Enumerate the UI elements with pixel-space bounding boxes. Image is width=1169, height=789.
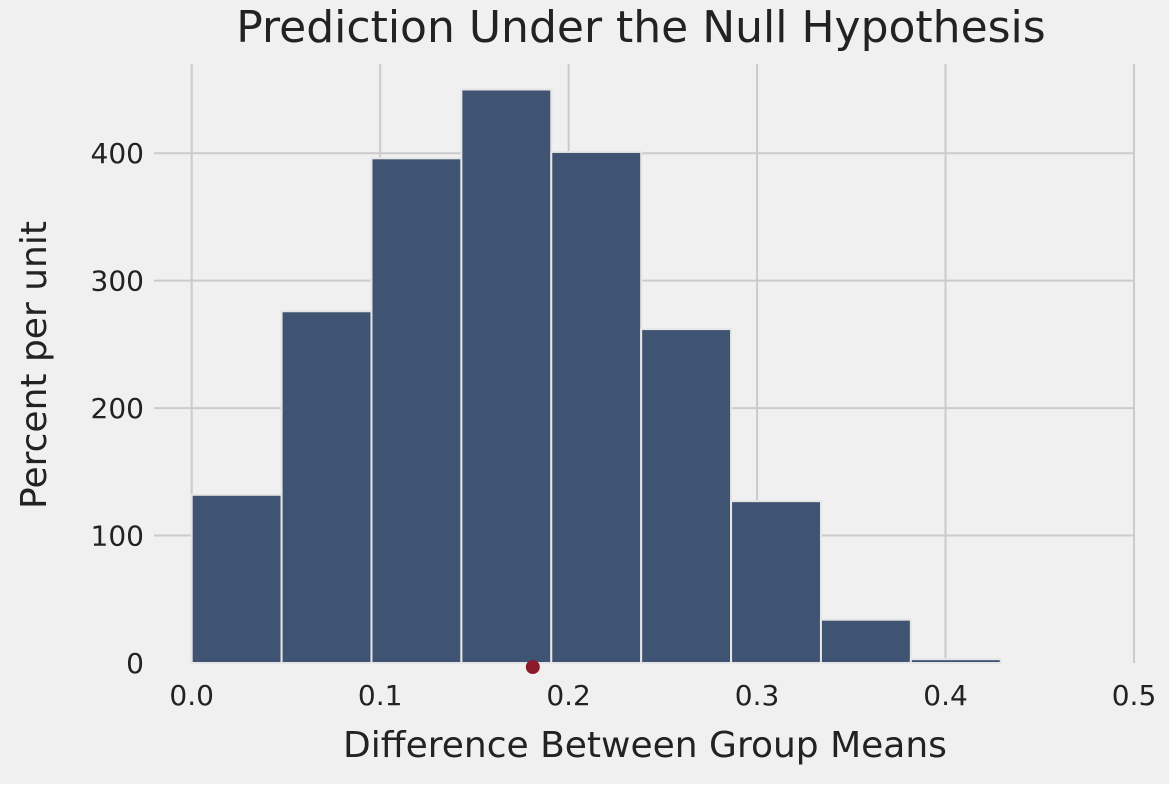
x-tick-label: 0.1 <box>358 679 403 712</box>
y-tick-label: 200 <box>91 392 144 425</box>
histogram-bar <box>280 310 373 664</box>
observed-statistic-point <box>525 660 540 674</box>
histogram-bar <box>550 150 643 664</box>
histogram-bar <box>640 328 733 664</box>
x-tick-label: 0.3 <box>735 679 780 712</box>
x-tick-label: 0.2 <box>546 679 591 712</box>
histogram-bar <box>909 658 1002 664</box>
y-tick-label: 400 <box>91 137 144 170</box>
y-axis-label: Percent per unit <box>14 221 55 509</box>
chart-title: Prediction Under the Null Hypothesis <box>236 2 1045 53</box>
histogram-bar <box>819 618 912 665</box>
x-axis-label: Difference Between Group Means <box>343 725 947 766</box>
histogram-bars <box>190 88 1002 665</box>
tick-labels: 0.0 0.1 0.2 0.3 0.4 0.5 0 100 200 300 400 <box>91 137 1157 712</box>
histogram-bar <box>370 157 463 664</box>
x-tick-label: 0.4 <box>923 679 968 712</box>
y-tick-label: 0 <box>126 647 144 680</box>
observed-marker-layer <box>525 660 540 674</box>
histogram-bar <box>460 88 553 664</box>
x-tick-label: 0.5 <box>1112 679 1157 712</box>
x-tick-label: 0.0 <box>169 679 214 712</box>
y-tick-label: 100 <box>91 520 144 553</box>
y-tick-label: 300 <box>91 265 144 298</box>
histogram-bar <box>190 493 283 664</box>
histogram-bar <box>730 500 822 664</box>
